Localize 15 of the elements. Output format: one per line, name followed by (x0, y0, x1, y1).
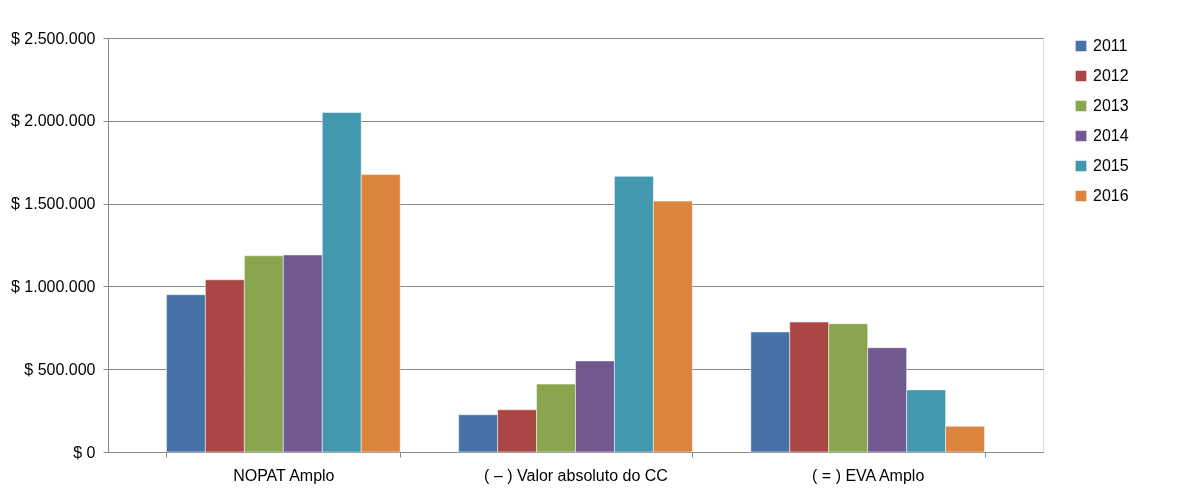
y-tick-label: $ 1.500.000 (10, 195, 96, 213)
legend-label: 2016 (1093, 187, 1129, 204)
y-tick-label: $ 1.000.000 (10, 277, 96, 295)
y-tick-label: $ 0 (73, 443, 96, 461)
y-tick-label: $ 2.500.000 (10, 29, 96, 47)
legend-label: 2013 (1093, 97, 1129, 114)
y-tick-label: $ 2.000.000 (10, 112, 96, 130)
x-tick-label: ( – ) Valor absoluto do CC (484, 466, 668, 484)
legend-label: 2011 (1093, 37, 1128, 54)
legend-label: 2014 (1093, 127, 1129, 144)
y-tick-label: $ 500.000 (24, 360, 96, 378)
legend-label: 2012 (1093, 67, 1129, 84)
x-tick-label: NOPAT Amplo (233, 466, 335, 484)
x-tick-label: ( = ) EVA Amplo (812, 466, 925, 484)
legend-label: 2015 (1093, 157, 1129, 174)
